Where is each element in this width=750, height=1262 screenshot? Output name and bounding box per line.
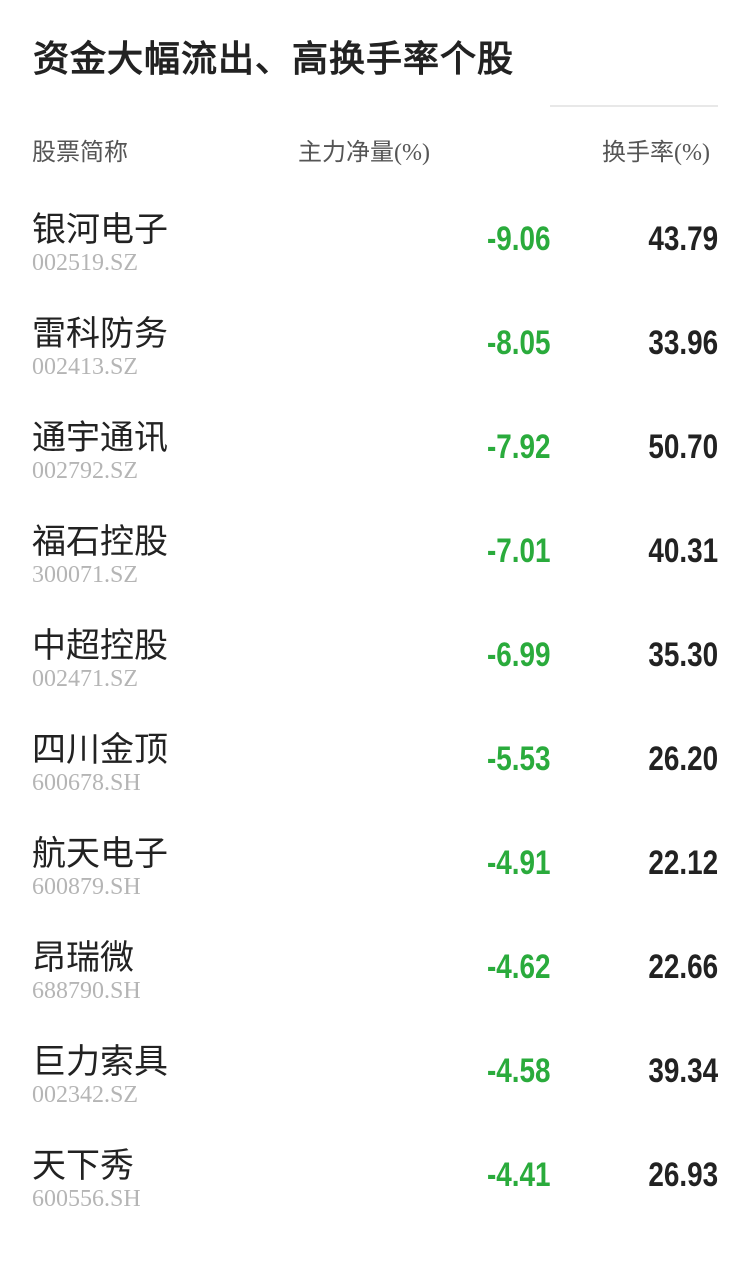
stock-row[interactable]: 福石控股 300071.SZ -7.01 40.31 xyxy=(0,502,750,606)
turnover-rate: 43.79 xyxy=(648,220,718,258)
stock-code: 002413.SZ xyxy=(32,354,139,380)
turnover-rate: 50.70 xyxy=(648,428,718,466)
stock-code: 002342.SZ xyxy=(32,1082,139,1108)
header-turnover-label: 换手率 xyxy=(602,138,675,166)
stock-name: 巨力索具 xyxy=(32,1042,168,1082)
stock-code: 002519.SZ xyxy=(32,250,139,276)
header-flow: 主力净量(%) xyxy=(298,132,430,167)
stock-row[interactable]: 银河电子 002519.SZ -9.06 43.79 xyxy=(0,190,750,294)
stock-row[interactable]: 昂瑞微 688790.SH -4.62 22.66 xyxy=(0,918,750,1022)
main-net-flow: -7.01 xyxy=(486,532,550,570)
turnover-rate: 26.93 xyxy=(648,1156,718,1194)
main-net-flow: -4.58 xyxy=(486,1052,550,1090)
turnover-rate: 22.12 xyxy=(648,844,718,882)
stock-row[interactable]: 中超控股 002471.SZ -6.99 35.30 xyxy=(0,606,750,710)
divider xyxy=(550,105,718,107)
stock-row[interactable]: 天下秀 600556.SH -4.41 26.93 xyxy=(0,1126,750,1230)
turnover-rate: 33.96 xyxy=(648,324,718,362)
main-net-flow: -5.53 xyxy=(486,740,550,778)
stock-name: 雷科防务 xyxy=(32,314,168,354)
stock-code: 688790.SH xyxy=(32,978,141,1004)
turnover-rate: 26.20 xyxy=(648,740,718,778)
stock-name: 四川金顶 xyxy=(32,730,168,770)
main-net-flow: -9.06 xyxy=(486,220,550,258)
stock-code: 600879.SH xyxy=(32,874,141,900)
stock-code: 002792.SZ xyxy=(32,458,139,484)
stock-code: 600556.SH xyxy=(32,1186,141,1212)
main-net-flow: -4.41 xyxy=(486,1156,550,1194)
stock-code: 002471.SZ xyxy=(32,666,139,692)
stock-name: 中超控股 xyxy=(32,626,168,666)
header-turnover-unit: (%) xyxy=(674,140,710,166)
main-net-flow: -4.62 xyxy=(486,948,550,986)
stock-name: 福石控股 xyxy=(32,522,168,562)
stock-name: 航天电子 xyxy=(32,834,168,874)
page-title: 资金大幅流出、高换手率个股 xyxy=(33,39,515,80)
stock-row[interactable]: 通宇通讯 002792.SZ -7.92 50.70 xyxy=(0,398,750,502)
header-flow-unit: (%) xyxy=(394,140,430,166)
header-name: 股票简称 xyxy=(32,138,128,166)
stock-row[interactable]: 四川金顶 600678.SH -5.53 26.20 xyxy=(0,710,750,814)
stock-row[interactable]: 雷科防务 002413.SZ -8.05 33.96 xyxy=(0,294,750,398)
turnover-rate: 22.66 xyxy=(648,948,718,986)
stock-code: 600678.SH xyxy=(32,770,141,796)
main-net-flow: -7.92 xyxy=(486,428,550,466)
main-net-flow: -4.91 xyxy=(486,844,550,882)
stock-row[interactable]: 巨力索具 002342.SZ -4.58 39.34 xyxy=(0,1022,750,1126)
stock-name: 银河电子 xyxy=(32,210,168,250)
header-turnover: 换手率(%) xyxy=(602,132,710,167)
turnover-rate: 39.34 xyxy=(648,1052,718,1090)
header-flow-label: 主力净量 xyxy=(298,138,394,166)
main-net-flow: -8.05 xyxy=(486,324,550,362)
stock-code: 300071.SZ xyxy=(32,562,139,588)
stock-name: 昂瑞微 xyxy=(32,938,134,978)
stock-name: 天下秀 xyxy=(32,1146,134,1186)
turnover-rate: 35.30 xyxy=(648,636,718,674)
main-net-flow: -6.99 xyxy=(486,636,550,674)
stock-row[interactable]: 航天电子 600879.SH -4.91 22.12 xyxy=(0,814,750,918)
turnover-rate: 40.31 xyxy=(648,532,718,570)
stock-name: 通宇通讯 xyxy=(32,418,168,458)
